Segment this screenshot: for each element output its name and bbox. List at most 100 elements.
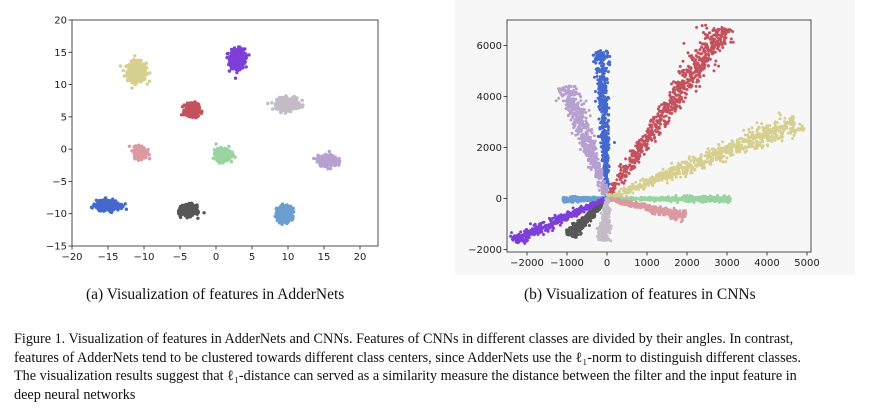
a-point [238, 45, 242, 50]
b-point [606, 70, 610, 74]
b-point [587, 128, 591, 132]
b-point [587, 154, 591, 158]
b-point [575, 111, 578, 114]
b-point [591, 152, 595, 156]
b-point [607, 136, 611, 140]
a-point [186, 109, 190, 114]
b-point [591, 162, 595, 166]
a-point [290, 218, 294, 222]
a-point [113, 199, 118, 204]
a-point [236, 52, 241, 56]
b-point [601, 85, 604, 88]
b-point [566, 114, 570, 118]
a-point [223, 153, 227, 157]
a-point [123, 202, 127, 206]
b-point [587, 151, 591, 155]
b-point [601, 179, 605, 183]
b-point [594, 164, 597, 168]
a-point [194, 114, 199, 118]
a-point [238, 64, 243, 69]
b-point [599, 141, 603, 145]
b-point [709, 35, 713, 39]
b-point [603, 161, 607, 165]
a-y-tick-label: 20 [54, 16, 67, 27]
b-x-tick-label: 4000 [754, 258, 779, 269]
a-point [178, 204, 183, 209]
b-point [601, 88, 605, 92]
b-point [582, 136, 586, 140]
a-point [128, 68, 132, 72]
a-point [326, 163, 330, 168]
a-point [211, 156, 215, 160]
b-x-tick-label: 5000 [794, 258, 819, 269]
a-point [247, 53, 251, 57]
a-point [218, 158, 222, 163]
a-point [99, 205, 104, 210]
a-point [233, 51, 237, 55]
b-point [604, 142, 608, 146]
b-point [597, 83, 601, 87]
a-point [193, 206, 198, 210]
a-point [147, 153, 151, 157]
a-x-tick-label: −15 [97, 252, 118, 263]
b-point [572, 103, 576, 107]
b-point [583, 125, 587, 129]
b-point [599, 102, 602, 106]
a-point [289, 204, 293, 209]
b-point [579, 95, 583, 99]
b-point [600, 136, 604, 140]
b-point [592, 60, 596, 64]
b-x-tick-label: 0 [604, 258, 610, 269]
b-point [603, 139, 607, 143]
a-point [129, 72, 133, 76]
b-point [595, 55, 599, 59]
a-point [119, 205, 123, 210]
a-point [124, 207, 129, 211]
a-point [326, 156, 330, 160]
b-point [605, 55, 609, 59]
a-point [228, 60, 232, 64]
a-point [319, 161, 323, 166]
b-point [567, 101, 571, 105]
a-point [196, 216, 200, 220]
a-point [273, 214, 277, 218]
b-point [602, 52, 606, 56]
b-point [602, 189, 606, 193]
b-point [573, 84, 577, 88]
a-point [337, 162, 341, 166]
b-point [605, 186, 609, 189]
b-point [606, 140, 610, 144]
a-point [104, 208, 108, 212]
a-point [234, 58, 238, 62]
b-x-tick-label: 2000 [674, 258, 699, 269]
b-point [584, 130, 588, 134]
a-point [323, 152, 328, 157]
b-point [700, 24, 704, 28]
a-point [225, 55, 229, 60]
b-point [585, 136, 589, 140]
a-point [122, 74, 127, 78]
b-point [607, 165, 611, 169]
a-point [291, 206, 295, 210]
a-point [281, 214, 285, 219]
a-point [240, 61, 244, 65]
b-point [583, 147, 586, 151]
a-y-tick-label: −5 [52, 177, 67, 188]
a-point [229, 47, 234, 52]
b-point [562, 93, 566, 97]
b-point [594, 90, 597, 93]
a-point [285, 106, 289, 110]
a-point [214, 142, 218, 146]
a-point [141, 62, 146, 66]
b-point [586, 165, 590, 169]
a-point [139, 78, 143, 82]
b-point [608, 55, 612, 58]
b-point [589, 168, 593, 171]
a-point [273, 102, 277, 107]
a-point [127, 144, 132, 148]
b-point [604, 91, 608, 95]
b-point [595, 169, 599, 173]
b-point [602, 152, 606, 156]
a-point [285, 206, 290, 210]
a-x-tick-label: 15 [318, 252, 331, 263]
